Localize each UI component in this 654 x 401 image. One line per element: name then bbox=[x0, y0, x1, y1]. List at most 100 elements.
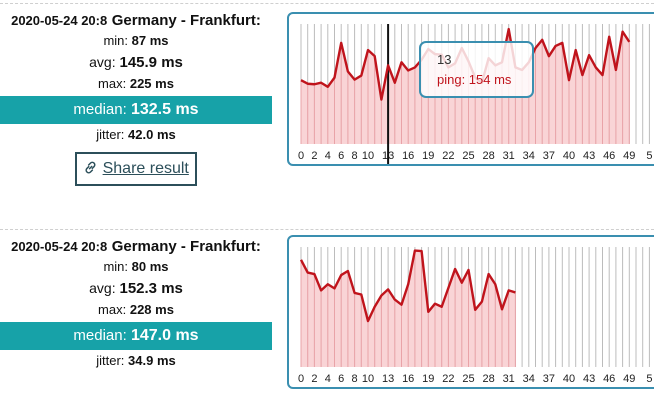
x-tick-label: 37 bbox=[543, 373, 555, 385]
min-value: 80 ms bbox=[131, 259, 169, 274]
ping-bar bbox=[628, 41, 630, 144]
ping-bar bbox=[501, 309, 503, 367]
x-tick-label: 28 bbox=[482, 373, 494, 385]
ping-bar bbox=[307, 83, 309, 144]
x-tick-label: 43 bbox=[583, 150, 595, 162]
ping-bar bbox=[347, 271, 349, 367]
ping-bar bbox=[320, 82, 322, 144]
jitter-value: 42.0 ms bbox=[128, 127, 176, 142]
ping-bar bbox=[575, 50, 577, 144]
x-tick-label: 25 bbox=[462, 150, 474, 162]
x-tick-label: 6 bbox=[338, 373, 344, 385]
avg-stat: avg: 145.9 ms bbox=[0, 50, 272, 75]
x-tick-label: 0 bbox=[298, 150, 304, 162]
ping-bar bbox=[367, 50, 369, 144]
x-tick-label: 16 bbox=[402, 373, 414, 385]
min-stat: min: 80 ms bbox=[0, 258, 272, 276]
ping-bar bbox=[454, 63, 456, 144]
ping-bar bbox=[528, 62, 530, 145]
ping-bar bbox=[374, 56, 376, 144]
result-location: Germany - Frankfurt: bbox=[111, 12, 261, 29]
ping-bar bbox=[468, 61, 469, 144]
result-timestamp: 2020-05-24 20:8 bbox=[11, 239, 108, 254]
ping-bar bbox=[313, 274, 315, 367]
ping-bar bbox=[380, 99, 382, 144]
x-tick-label: 6 bbox=[338, 150, 344, 162]
x-tick-label: 31 bbox=[503, 373, 515, 385]
ping-bar bbox=[380, 295, 382, 367]
jitter-label: jitter: bbox=[96, 353, 125, 368]
ping-bar bbox=[374, 306, 376, 367]
x-tick-label: 8 bbox=[352, 373, 358, 385]
ping-bar bbox=[508, 290, 510, 367]
x-tick-label: 37 bbox=[543, 150, 555, 162]
ping-bar bbox=[427, 311, 429, 367]
x-tick-label: 46 bbox=[603, 373, 615, 385]
x-tick-label: 10 bbox=[362, 150, 374, 162]
ping-bar bbox=[501, 62, 503, 145]
ping-chart-2[interactable]: 0 2 4 6 8 10 13 16 19 22 25 28 31 34 37 40 43 46 49 5 bbox=[287, 235, 654, 389]
min-stat: min: 87 ms bbox=[0, 32, 272, 50]
median-stat: median: 132.5 ms bbox=[0, 96, 272, 124]
x-tick-label: 43 bbox=[583, 373, 595, 385]
ping-bar bbox=[488, 274, 490, 367]
x-tick-label: 10 bbox=[362, 373, 374, 385]
ping-bar bbox=[394, 299, 396, 367]
ping-bar bbox=[394, 82, 396, 144]
ping-bar bbox=[347, 71, 349, 144]
chart-tooltip: 13 ping: 154 ms bbox=[419, 41, 534, 98]
ping-chart-svg: 0 2 4 6 8 10 13 16 19 22 25 28 31 34 37 40 43 46 49 513ping… bbox=[298, 24, 652, 165]
x-tick-label: 19 bbox=[422, 373, 434, 385]
ping-bar bbox=[354, 79, 356, 144]
ping-bar bbox=[561, 42, 563, 144]
ping-bar bbox=[307, 272, 309, 367]
ping-bar bbox=[608, 36, 610, 144]
ping-chart-1[interactable]: 0 2 4 6 8 10 13 16 19 22 25 28 31 34 37 40 43 46 49 5 13 ping… bbox=[287, 12, 654, 166]
ping-bar bbox=[568, 80, 570, 144]
avg-label: avg: bbox=[89, 280, 116, 296]
x-tick-label: 16 bbox=[402, 150, 414, 162]
ping-bar bbox=[334, 77, 335, 144]
x-tick-label: 5 bbox=[646, 150, 652, 162]
jitter-value: 34.9 ms bbox=[128, 353, 176, 368]
x-tick-label: 4 bbox=[325, 373, 331, 385]
share-result-button[interactable]: Share result bbox=[75, 152, 197, 186]
x-tick-label: 40 bbox=[563, 373, 575, 385]
ping-bar bbox=[414, 250, 416, 367]
ping-bar bbox=[414, 67, 416, 144]
ping-bar bbox=[434, 54, 436, 145]
ping-bar bbox=[421, 59, 423, 144]
ping-bar bbox=[441, 54, 443, 144]
result-separator bbox=[0, 3, 654, 4]
x-tick-label: 5 bbox=[646, 373, 652, 385]
max-stat: max: 225 ms bbox=[0, 75, 272, 93]
ping-bar bbox=[407, 284, 409, 367]
ping-bar bbox=[367, 321, 369, 367]
ping-bar bbox=[447, 67, 449, 144]
ping-bar bbox=[354, 292, 356, 367]
result-title: 2020-05-24 20:8 Germany - Frankfurt: bbox=[0, 236, 272, 258]
result-stats: 2020-05-24 20:8 Germany - Frankfurt: min… bbox=[0, 230, 272, 370]
result-location: Germany - Frankfurt: bbox=[111, 238, 261, 255]
tooltip-index: 13 bbox=[437, 52, 451, 67]
ping-bar bbox=[602, 75, 603, 144]
share-result-label: Share result bbox=[102, 160, 189, 177]
ping-bar bbox=[474, 77, 476, 144]
x-tick-label: 13 bbox=[382, 150, 394, 162]
ping-bar bbox=[327, 86, 329, 144]
ping-bar bbox=[514, 292, 516, 367]
ping-bar bbox=[541, 39, 543, 144]
x-tick-label: 49 bbox=[623, 150, 635, 162]
x-tick-label: 4 bbox=[325, 150, 331, 162]
ping-bar bbox=[421, 251, 423, 367]
ping-bar bbox=[521, 69, 523, 144]
ping-bar bbox=[387, 289, 389, 367]
ping-bar bbox=[615, 69, 617, 144]
ping-bar bbox=[535, 48, 536, 144]
x-tick-label: 0 bbox=[298, 373, 304, 385]
ping-bar bbox=[340, 42, 342, 144]
avg-value: 152.3 ms bbox=[119, 280, 183, 297]
ping-bar bbox=[447, 287, 449, 367]
ping-bar bbox=[334, 288, 335, 367]
ping-bar bbox=[300, 259, 302, 367]
